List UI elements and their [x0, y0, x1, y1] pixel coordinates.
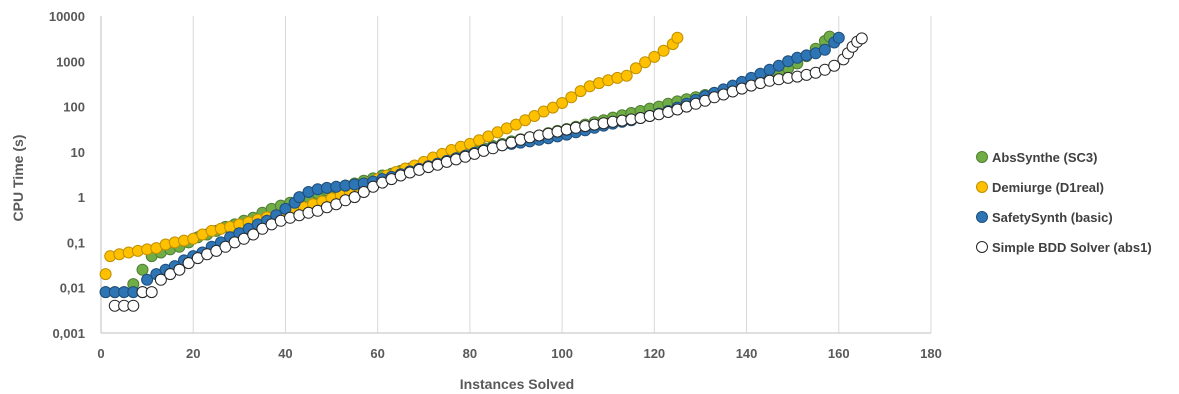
legend-label: SafetySynth (basic)	[992, 210, 1113, 225]
data-point	[247, 228, 260, 241]
data-point	[173, 263, 186, 276]
data-point	[182, 257, 195, 270]
x-tick-label: 140	[736, 346, 758, 361]
y-axis-title: CPU Time (s)	[10, 135, 26, 222]
data-point	[99, 268, 112, 281]
series-4	[108, 32, 868, 312]
data-point	[639, 56, 652, 69]
y-tick-label: 10000	[49, 9, 85, 24]
data-point	[648, 50, 661, 63]
data-point	[141, 273, 154, 286]
data-point	[855, 32, 868, 45]
legend-label: AbsSynthe (SC3)	[992, 150, 1097, 165]
x-tick-label: 160	[828, 346, 850, 361]
y-tick-label: 10	[71, 145, 85, 160]
legend-label: Simple BDD Solver (abs1)	[992, 240, 1152, 255]
data-point	[818, 43, 831, 56]
data-point	[293, 191, 306, 204]
y-tick-label: 1	[78, 190, 85, 205]
legend-marker	[976, 181, 988, 193]
x-tick-label: 40	[278, 346, 292, 361]
data-point	[127, 299, 140, 312]
x-tick-label: 120	[643, 346, 665, 361]
data-point	[657, 44, 670, 57]
legend-marker	[976, 211, 988, 223]
gridlines	[192, 16, 932, 333]
data-point	[832, 31, 845, 44]
legend: AbsSynthe (SC3) Demiurge (D1real) SafetySy…	[976, 150, 1152, 255]
data-point	[574, 85, 587, 98]
data-point	[671, 31, 684, 44]
x-axis-title: Instances Solved	[460, 376, 574, 392]
data-point	[348, 191, 361, 204]
data-point	[828, 59, 841, 72]
series-2	[99, 31, 684, 281]
y-tick-label: 1000	[56, 54, 85, 69]
y-tick-label: 100	[63, 100, 85, 115]
axes: 0 20 40 60 80 100 120 140 160 180 0,001 0,01 0,1 1 10 1…	[49, 9, 942, 361]
data-point	[556, 97, 569, 109]
x-tick-label: 80	[463, 346, 477, 361]
legend-label: Demiurge (D1real)	[992, 180, 1104, 195]
y-tick-label: 0,01	[60, 281, 85, 296]
data-point	[136, 263, 149, 276]
data-point	[620, 69, 633, 82]
x-tick-label: 0	[97, 346, 104, 361]
data-point	[565, 91, 578, 104]
y-tick-label: 0,001	[52, 326, 85, 341]
data-point	[154, 273, 167, 286]
x-tick-label: 180	[920, 346, 942, 361]
x-tick-label: 100	[551, 346, 573, 361]
legend-marker	[976, 241, 988, 253]
x-tick-label: 20	[186, 346, 200, 361]
x-tick-label: 60	[370, 346, 384, 361]
y-tick-label: 0,1	[67, 235, 85, 250]
legend-marker	[976, 151, 988, 163]
data-point	[357, 186, 370, 198]
data-point	[145, 286, 158, 299]
data-point	[629, 62, 642, 75]
data-points	[99, 30, 868, 312]
